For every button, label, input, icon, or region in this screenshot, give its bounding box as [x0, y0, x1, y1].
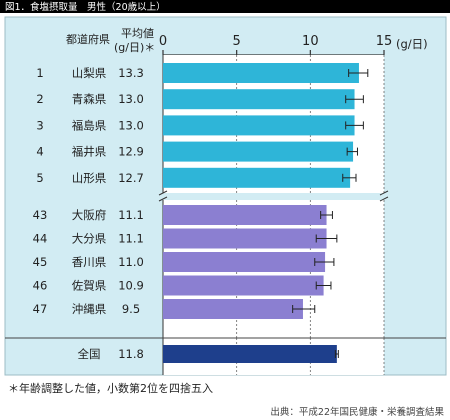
mean-value-label: 12.9: [118, 145, 144, 159]
prefecture-label: 全国: [78, 347, 101, 361]
prefecture-label: 山形県: [72, 171, 107, 185]
mean-value-label: 11.1: [118, 232, 144, 246]
bar: [163, 205, 327, 225]
prefecture-label: 大分県: [72, 232, 107, 246]
axis-break-gap: [163, 193, 384, 200]
rank-label: 3: [36, 118, 43, 132]
footnote: ＊年齢調整した値，小数第2位を四捨五入: [8, 381, 213, 395]
bar: [163, 252, 326, 272]
data-rows: 1 山梨県 13.3 2 青森県 13.0 3 福島県 13.0 4 福井県 12.9 5 山形県 12.7…: [33, 63, 369, 363]
mean-value-label: 12.7: [118, 171, 144, 185]
bar: [163, 299, 303, 319]
bar: [163, 63, 359, 83]
prefecture-label: 青森県: [72, 92, 107, 106]
bar: [163, 89, 355, 110]
rank-label: 44: [33, 232, 48, 246]
rank-label: 45: [33, 255, 48, 269]
x-tick-label: 10: [302, 34, 319, 49]
prefecture-label: 香川県: [72, 255, 107, 269]
x-tick-label: 0: [159, 34, 167, 49]
rank-label: 47: [33, 302, 48, 316]
source-note: 出典：平成22年国民健康・栄養調査結果: [270, 406, 444, 418]
mean-value-label: 9.5: [122, 302, 140, 316]
unit-label: (g/日): [396, 37, 428, 51]
x-axis-ticks: 0 5 10 15: [159, 34, 392, 55]
rank-label: 5: [36, 171, 43, 185]
axis-break-marks: [158, 190, 389, 202]
rank-label: 4: [36, 145, 43, 159]
mean-column-header-line1: 平均値: [121, 27, 154, 40]
rank-label: 46: [33, 279, 48, 293]
prefecture-label: 佐賀県: [72, 279, 107, 293]
rank-label: 1: [36, 66, 43, 80]
prefecture-label: 大阪府: [72, 208, 107, 222]
bar: [163, 275, 324, 296]
bar: [163, 167, 351, 188]
mean-value-label: 13.0: [118, 92, 144, 106]
bar: [163, 345, 337, 363]
mean-value-label: 13.3: [118, 66, 144, 80]
x-tick-label: 5: [233, 34, 241, 49]
bar: [163, 115, 355, 136]
title-band: [0, 0, 450, 13]
bar: [163, 228, 327, 249]
prefecture-label: 福島県: [72, 118, 107, 132]
mean-value-label: 11.8: [118, 347, 144, 361]
prefecture-column-header: 都道府県: [66, 32, 110, 46]
mean-value-label: 10.9: [118, 279, 144, 293]
mean-column-header-line2: (g/日)＊: [114, 41, 155, 54]
mean-value-label: 11.0: [118, 255, 144, 269]
mean-value-label: 11.1: [118, 208, 144, 222]
bar: [163, 141, 354, 162]
x-tick-label: 15: [376, 34, 393, 49]
prefecture-label: 山梨県: [72, 66, 107, 80]
mean-value-label: 13.0: [118, 118, 144, 132]
prefecture-label: 沖縄県: [72, 302, 107, 316]
figure-title: 図1．食塩摂取量 男性（20歳以上）: [5, 1, 166, 13]
rank-label: 43: [33, 208, 48, 222]
prefecture-label: 福井県: [72, 145, 107, 159]
rank-label: 2: [36, 92, 43, 106]
